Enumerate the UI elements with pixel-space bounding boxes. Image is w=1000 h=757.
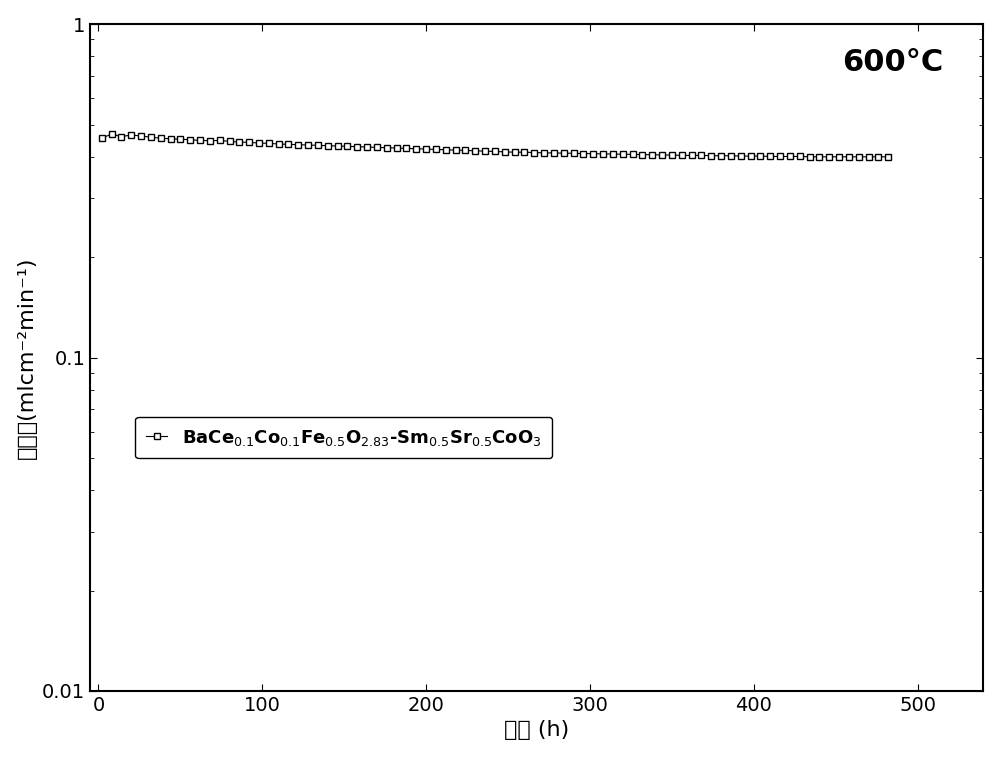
BaCe$_{0.1}$Co$_{0.1}$Fe$_{0.5}$O$_{2.83}$-Sm$_{0.5}$Sr$_{0.5}$CoO$_3$ xyxy=(784,152,796,161)
BaCe$_{0.1}$Co$_{0.1}$Fe$_{0.5}$O$_{2.83}$-Sm$_{0.5}$Sr$_{0.5}$CoO$_3$ xyxy=(597,149,609,158)
BaCe$_{0.1}$Co$_{0.1}$Fe$_{0.5}$O$_{2.83}$-Sm$_{0.5}$Sr$_{0.5}$CoO$_3$ xyxy=(882,152,894,161)
Text: 600°C: 600°C xyxy=(842,48,943,76)
BaCe$_{0.1}$Co$_{0.1}$Fe$_{0.5}$O$_{2.83}$-Sm$_{0.5}$Sr$_{0.5}$CoO$_3$ xyxy=(538,148,550,157)
BaCe$_{0.1}$Co$_{0.1}$Fe$_{0.5}$O$_{2.83}$-Sm$_{0.5}$Sr$_{0.5}$CoO$_3$ xyxy=(745,151,757,160)
Line: BaCe$_{0.1}$Co$_{0.1}$Fe$_{0.5}$O$_{2.83}$-Sm$_{0.5}$Sr$_{0.5}$CoO$_3$: BaCe$_{0.1}$Co$_{0.1}$Fe$_{0.5}$O$_{2.83… xyxy=(99,131,891,160)
X-axis label: 时间 (h): 时间 (h) xyxy=(504,721,569,740)
Y-axis label: 透氧量(mlcm⁻²min⁻¹): 透氧量(mlcm⁻²min⁻¹) xyxy=(17,257,37,459)
Legend: BaCe$_{0.1}$Co$_{0.1}$Fe$_{0.5}$O$_{2.83}$-Sm$_{0.5}$Sr$_{0.5}$CoO$_3$: BaCe$_{0.1}$Co$_{0.1}$Fe$_{0.5}$O$_{2.83… xyxy=(135,416,552,459)
BaCe$_{0.1}$Co$_{0.1}$Fe$_{0.5}$O$_{2.83}$-Sm$_{0.5}$Sr$_{0.5}$CoO$_3$ xyxy=(96,134,108,143)
BaCe$_{0.1}$Co$_{0.1}$Fe$_{0.5}$O$_{2.83}$-Sm$_{0.5}$Sr$_{0.5}$CoO$_3$ xyxy=(823,152,835,161)
BaCe$_{0.1}$Co$_{0.1}$Fe$_{0.5}$O$_{2.83}$-Sm$_{0.5}$Sr$_{0.5}$CoO$_3$ xyxy=(804,152,816,161)
BaCe$_{0.1}$Co$_{0.1}$Fe$_{0.5}$O$_{2.83}$-Sm$_{0.5}$Sr$_{0.5}$CoO$_3$ xyxy=(686,151,698,160)
BaCe$_{0.1}$Co$_{0.1}$Fe$_{0.5}$O$_{2.83}$-Sm$_{0.5}$Sr$_{0.5}$CoO$_3$ xyxy=(106,129,118,139)
